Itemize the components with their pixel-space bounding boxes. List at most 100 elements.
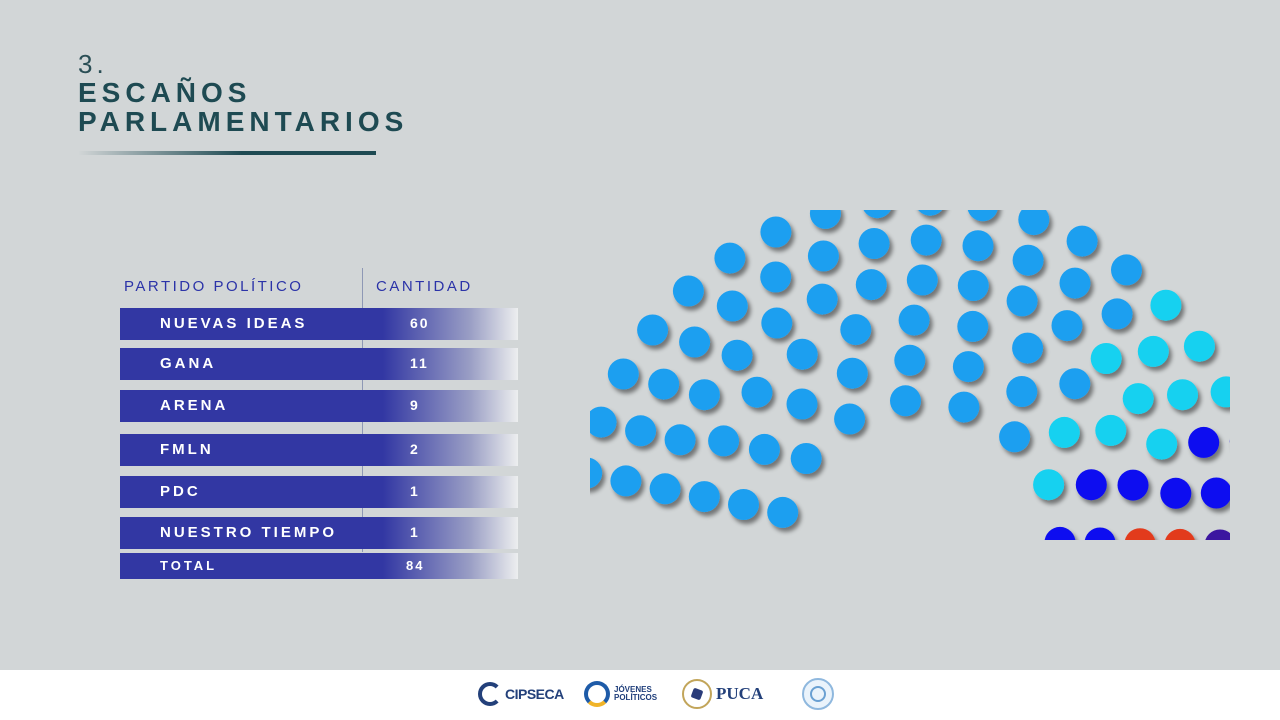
seat-dot (1183, 330, 1215, 362)
seat-dot (708, 425, 740, 457)
seat-dot (807, 240, 839, 272)
seat-count: 2 (410, 441, 420, 457)
section-number: 3. (78, 49, 108, 79)
table-row-gana: GANA 11 (120, 348, 518, 380)
seat-dot (1018, 210, 1050, 236)
puca-seal-icon (682, 679, 712, 709)
party-name: NUEVAS IDEAS (160, 315, 308, 332)
seat-dot (1167, 379, 1198, 411)
seat-dot (760, 216, 792, 248)
seat-dot (664, 424, 696, 456)
seat-dot (834, 403, 866, 435)
seat-dot (957, 270, 989, 301)
seat-count: 1 (410, 524, 420, 540)
seat-dot (836, 357, 868, 389)
seat-dot (1059, 267, 1091, 299)
seat-count: 60 (410, 315, 430, 331)
party-name: FMLN (160, 441, 214, 458)
seat-dot (679, 326, 711, 358)
section-title: 3. ESCAÑOS PARLAMENTARIOS (78, 50, 408, 136)
seat-dot (1048, 416, 1080, 448)
seat-dot (840, 314, 872, 346)
party-name: PDC (160, 483, 201, 500)
seat-count: 1 (410, 483, 420, 499)
seat-dot (1117, 469, 1149, 501)
seat-dot (1210, 376, 1230, 408)
seat-dot (1051, 310, 1083, 342)
seat-hemicycle-chart (590, 210, 1230, 540)
seat-dot (761, 307, 793, 339)
seat-dot (748, 433, 780, 465)
seat-dot (688, 481, 720, 513)
seat-dot (1146, 428, 1178, 460)
party-name: NUESTRO TIEMPO (160, 524, 338, 541)
seat-dot (1165, 528, 1195, 540)
seat-dot (898, 304, 930, 336)
seat-count: 11 (410, 355, 429, 371)
seat-dot (894, 344, 926, 376)
seat-dot (1006, 285, 1038, 317)
seat-dot (1200, 477, 1230, 509)
seat-dot (890, 385, 921, 417)
seat-dot (1059, 368, 1091, 400)
seat-dot (760, 261, 792, 293)
seat-dot (1111, 254, 1142, 286)
table-row-total: TOTAL 84 (120, 553, 518, 579)
table-row-arena: ARENA 9 (120, 390, 518, 422)
seat-dot (855, 269, 887, 301)
seat-dot (1012, 244, 1044, 276)
seat-dot (590, 406, 617, 438)
seat-dot (672, 275, 704, 307)
party-name: GANA (160, 355, 217, 372)
seat-dot (1012, 332, 1044, 364)
seat-dot (649, 473, 681, 505)
seat-dot (721, 339, 753, 371)
seat-count: 9 (410, 397, 420, 413)
title-line-1: ESCAÑOS (78, 77, 252, 108)
seat-dot (728, 489, 759, 520)
seat-dot (786, 388, 818, 420)
cipseca-mark-icon (478, 682, 502, 706)
cipseca-logo: CIPSECA (478, 676, 564, 712)
footer-logo-bar: CIPSECA JÓVENES POLÍTICOS PUCA (0, 670, 1280, 720)
seat-dot (1205, 529, 1230, 540)
seat-dot (741, 376, 773, 408)
seat-dot (648, 368, 680, 400)
seat-dot (625, 415, 657, 447)
seat-dot (1188, 426, 1220, 458)
seat-dot (767, 496, 799, 528)
seat-dot (957, 310, 989, 342)
puca-logo: PUCA (682, 676, 763, 712)
seat-dot (1124, 528, 1156, 540)
seat-dot (786, 338, 818, 370)
title-line-2: PARLAMENTARIOS (78, 106, 409, 137)
seat-dot (688, 379, 720, 411)
party-name: ARENA (160, 397, 229, 414)
seat-dot (918, 210, 943, 216)
table-row-fmln: FMLN 2 (120, 434, 518, 466)
seat-dot (1033, 469, 1065, 501)
header-party: PARTIDO POLÍTICO (124, 278, 304, 295)
seat-dot (962, 230, 994, 262)
seat-dot (910, 224, 942, 256)
seat-dot (952, 351, 984, 383)
seat-dot (1006, 376, 1038, 407)
seat-dot (714, 242, 746, 274)
total-count: 84 (406, 558, 425, 573)
un-emblem-icon (802, 678, 834, 710)
title-underline (78, 151, 376, 155)
table-row-nuevas-ideas: NUEVAS IDEAS 60 (120, 308, 518, 340)
header-count: CANTIDAD (376, 278, 473, 295)
seat-dot (1137, 335, 1169, 367)
seat-dot (590, 457, 603, 489)
seat-dot (863, 210, 891, 219)
jovenes-politicos-logo: JÓVENES POLÍTICOS (584, 676, 660, 712)
seat-dot (1075, 469, 1107, 501)
seat-dot (1066, 225, 1098, 257)
seat-dot (999, 421, 1031, 453)
table-row-nuestro-tiempo: NUESTRO TIEMPO 1 (120, 517, 518, 549)
seat-dot (1122, 383, 1154, 415)
seat-dot (858, 228, 890, 259)
seat-dot (906, 264, 938, 296)
seat-dot (1101, 298, 1133, 330)
